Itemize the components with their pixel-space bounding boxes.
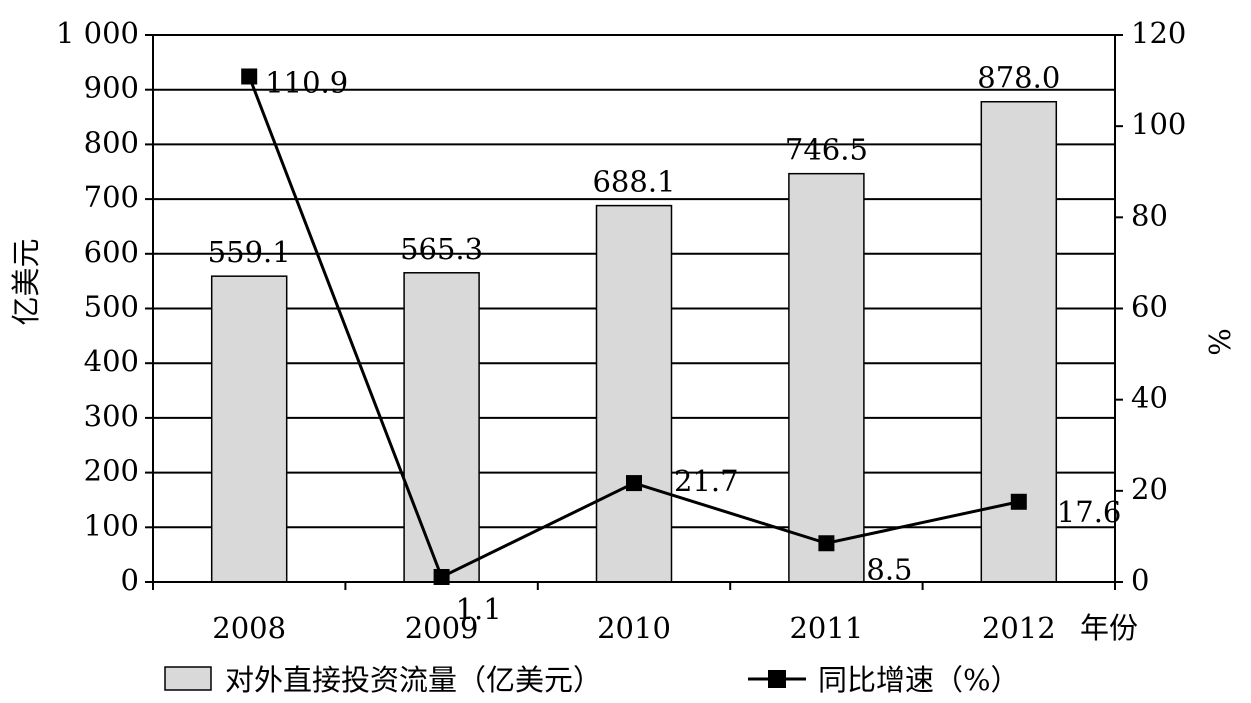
bar — [210, 275, 288, 583]
growth-rate-marker — [433, 568, 450, 585]
x-axis-unit-label: 年份 — [1080, 611, 1138, 645]
y-right-tick-label: 120 — [1131, 16, 1186, 50]
line-data-label: 17.6 — [1057, 495, 1122, 529]
bar-data-label: 878.0 — [977, 61, 1060, 95]
y-right-tick-label: 80 — [1131, 198, 1168, 232]
y-left-tick-label: 900 — [84, 71, 139, 105]
line-data-label: 8.5 — [866, 552, 912, 586]
bar — [980, 100, 1058, 583]
bar-data-label: 688.1 — [592, 165, 675, 199]
y-left-tick-label: 700 — [84, 180, 139, 214]
growth-rate-marker — [626, 475, 642, 492]
legend-swatch-bar — [164, 666, 212, 691]
y-left-tick-label: 600 — [84, 235, 139, 269]
y-right-tick-label: 100 — [1131, 107, 1186, 141]
bar — [788, 172, 865, 583]
legend: 对外直接投资流量（亿美元） 同比增速（%） — [164, 663, 1020, 697]
growth-rate-marker — [241, 68, 258, 85]
line-data-label: 110.9 — [265, 65, 348, 99]
x-tick-label: 2010 — [597, 611, 671, 645]
y-left-tick-label: 400 — [84, 344, 139, 378]
y-left-tick-label: 800 — [84, 125, 139, 159]
y-left-axis-title: 亿美元 — [9, 238, 43, 325]
y-right-axis-title: % — [1203, 328, 1237, 356]
y-left-tick-label: 300 — [84, 399, 139, 433]
growth-rate-marker — [1010, 493, 1027, 510]
bar — [595, 204, 673, 583]
bar-data-label: 559.1 — [208, 235, 291, 269]
x-tick-label: 2012 — [982, 611, 1056, 645]
bar-data-label: 565.3 — [400, 232, 483, 266]
y-left-tick-label: 0 — [121, 563, 139, 597]
y-left-tick-label: 100 — [84, 508, 139, 542]
y-left-tick-label: 1 000 — [56, 16, 139, 50]
legend-label-line: 同比增速（%） — [818, 663, 1020, 697]
legend-label-bar: 对外直接投资流量（亿美元） — [225, 663, 602, 697]
y-right-tick-label: 40 — [1131, 381, 1168, 415]
line-series — [241, 68, 1027, 585]
x-tick-label: 2009 — [405, 611, 479, 645]
y-right-tick-label: 60 — [1131, 290, 1168, 324]
legend-swatch-marker — [768, 670, 786, 688]
y-left-tick-label: 500 — [84, 290, 139, 324]
y-right-tick-label: 0 — [1131, 563, 1149, 597]
x-tick-label: 2008 — [212, 611, 286, 645]
bar — [403, 272, 480, 583]
y-left-tick-label: 200 — [84, 454, 139, 488]
line-data-label: 1.1 — [456, 592, 502, 626]
line-data-label: 21.7 — [674, 464, 739, 498]
growth-rate-marker — [818, 535, 835, 552]
y-right-tick-label: 20 — [1131, 472, 1168, 506]
data-labels: 559.1 565.3 688.1 746.5 878.0 110.9 1.1 21.7 8.5… — [208, 61, 1122, 626]
axes: 0 100 200 300 400 500 600 700 800 900 1 000 0 20 40 60… — [56, 16, 1186, 645]
x-tick-label: 2011 — [789, 611, 863, 645]
bar-data-label: 746.5 — [785, 133, 868, 167]
